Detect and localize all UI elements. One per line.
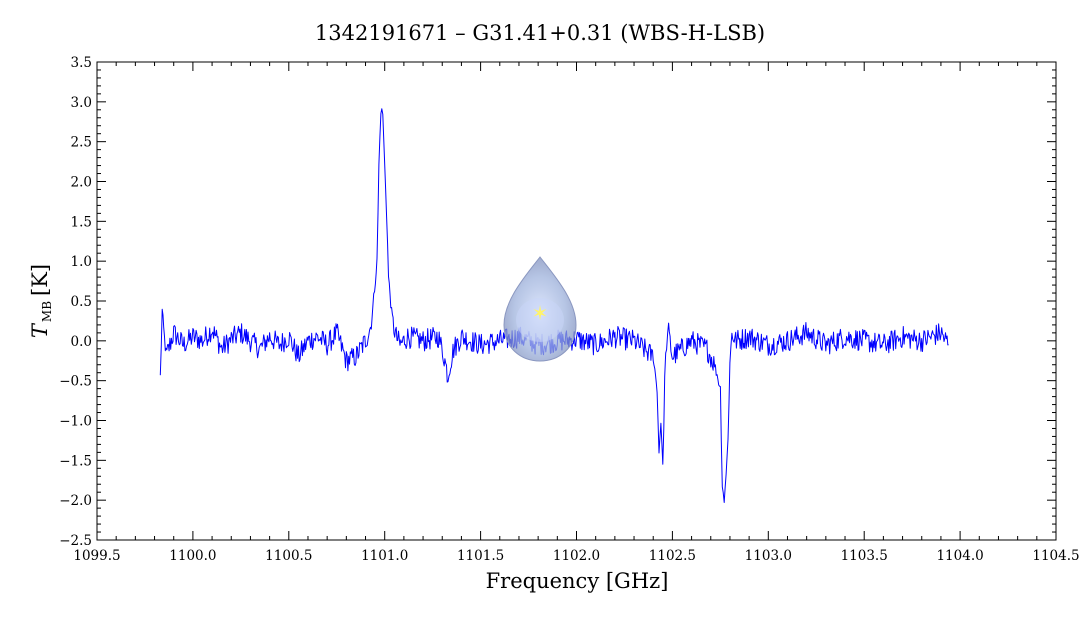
y-axis-label-main: T bbox=[28, 322, 52, 338]
x-tick-label: 1103.0 bbox=[745, 548, 792, 564]
droplet-core bbox=[516, 298, 564, 342]
y-tick-label: 0.0 bbox=[71, 334, 92, 350]
y-tick-label: 0.5 bbox=[71, 294, 92, 310]
y-axis-label-unit: [K] bbox=[28, 264, 52, 296]
x-axis-label: Frequency [GHz] bbox=[486, 569, 669, 593]
x-tick-label: 1099.5 bbox=[73, 548, 120, 564]
axis-ticks bbox=[96, 61, 1057, 541]
y-tick-label: −0.5 bbox=[59, 374, 92, 390]
y-tick-label: −2.0 bbox=[59, 493, 92, 509]
y-tick-label: 2.5 bbox=[71, 135, 92, 151]
y-tick-label: 3.0 bbox=[71, 95, 92, 111]
y-tick-label: −1.5 bbox=[59, 453, 92, 469]
y-axis-label: TMB [K] bbox=[28, 264, 54, 338]
x-tick-label: 1103.5 bbox=[841, 548, 888, 564]
x-tick-label: 1104.5 bbox=[1032, 548, 1079, 564]
y-tick-label: −2.5 bbox=[59, 533, 92, 549]
y-axis-label-sub: MB bbox=[40, 301, 54, 322]
x-tick-label: 1104.0 bbox=[936, 548, 983, 564]
x-tick-label: 1101.5 bbox=[457, 548, 504, 564]
y-tick-label: 2.0 bbox=[71, 175, 92, 191]
plot-frame bbox=[96, 61, 1057, 541]
chart-title: 1342191671 – G31.41+0.31 (WBS-H-LSB) bbox=[315, 21, 765, 45]
x-tick-label: 1100.5 bbox=[265, 548, 312, 564]
y-tick-label: −1.0 bbox=[59, 414, 92, 430]
x-tick-label: 1101.0 bbox=[361, 548, 408, 564]
y-tick-label: 3.5 bbox=[71, 55, 92, 71]
axis-tick-labels: 1099.5 1100.0 1100.5 1101.0 1101.5 1102.0 1102… bbox=[59, 55, 1079, 564]
y-tick-label: 1.5 bbox=[71, 214, 92, 230]
x-tick-label: 1102.5 bbox=[649, 548, 696, 564]
x-tick-label: 1100.0 bbox=[169, 548, 216, 564]
x-tick-label: 1102.0 bbox=[553, 548, 600, 564]
y-tick-label: 1.0 bbox=[71, 254, 92, 270]
svg-text:TMB[K]: TMB [K] bbox=[28, 264, 54, 338]
watermark-logo: ✶ bbox=[503, 256, 577, 362]
star-icon: ✶ bbox=[532, 301, 549, 325]
